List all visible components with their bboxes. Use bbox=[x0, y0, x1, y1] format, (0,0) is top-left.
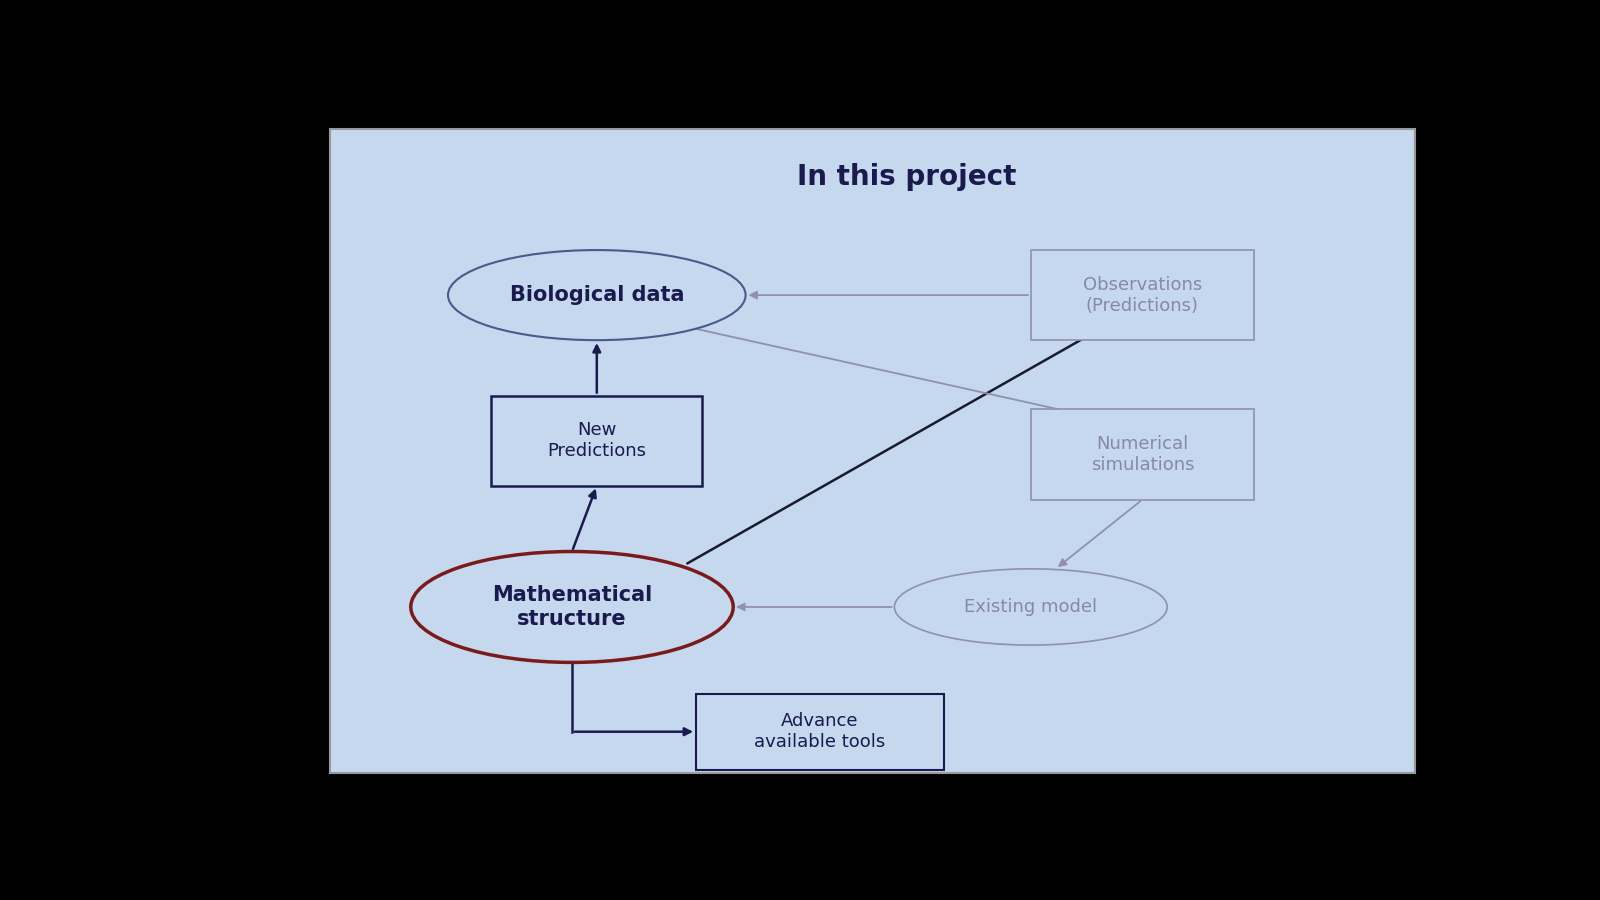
Text: New
Predictions: New Predictions bbox=[547, 421, 646, 460]
FancyBboxPatch shape bbox=[1030, 250, 1254, 340]
Text: Numerical
simulations: Numerical simulations bbox=[1091, 435, 1194, 474]
Ellipse shape bbox=[411, 552, 733, 662]
Text: Mathematical
structure: Mathematical structure bbox=[491, 585, 653, 628]
Text: Advance
available tools: Advance available tools bbox=[754, 712, 886, 751]
FancyBboxPatch shape bbox=[1030, 410, 1254, 500]
Text: In this project: In this project bbox=[797, 163, 1016, 192]
FancyBboxPatch shape bbox=[330, 129, 1416, 773]
Text: Observations
(Predictions): Observations (Predictions) bbox=[1083, 275, 1202, 314]
Ellipse shape bbox=[448, 250, 746, 340]
Ellipse shape bbox=[894, 569, 1168, 645]
Text: Biological data: Biological data bbox=[509, 285, 685, 305]
Text: Existing model: Existing model bbox=[965, 598, 1098, 616]
FancyBboxPatch shape bbox=[696, 694, 944, 770]
FancyBboxPatch shape bbox=[491, 396, 702, 486]
